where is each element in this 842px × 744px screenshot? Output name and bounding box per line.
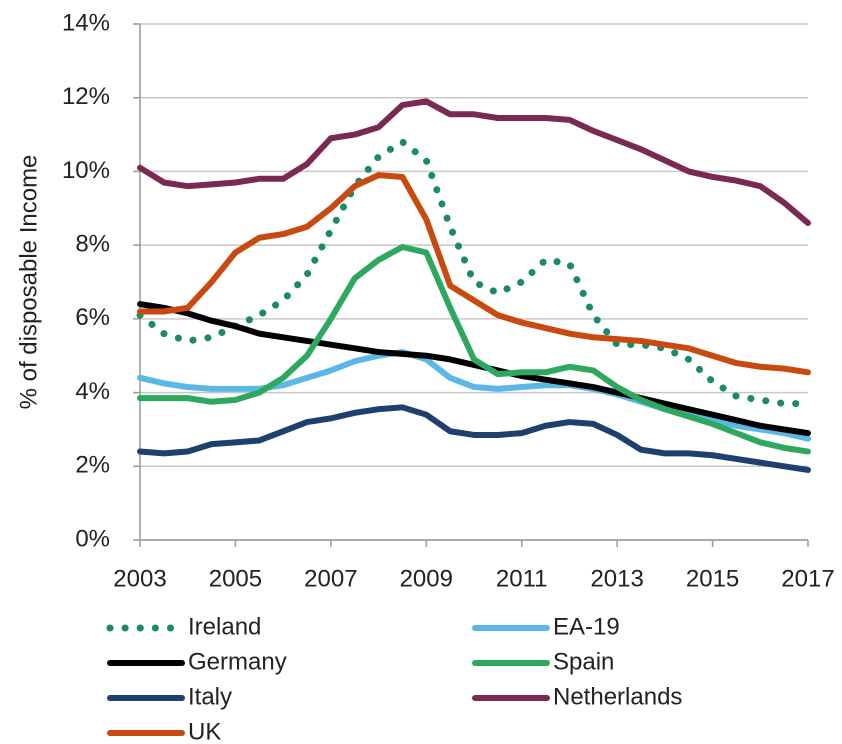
x-tick-label: 2017 — [781, 565, 834, 592]
legend-label: Ireland — [188, 613, 261, 640]
series-line — [137, 98, 811, 227]
legend-label: Spain — [553, 648, 614, 675]
y-axis-label: % of disposable Income — [15, 155, 42, 410]
legend-label: Netherlands — [553, 683, 682, 710]
y-tick-label: 4% — [75, 378, 110, 405]
series-line — [136, 138, 812, 408]
y-tick-label: 12% — [62, 83, 110, 110]
y-tick-label: 14% — [62, 9, 110, 36]
x-tick-label: 2009 — [400, 565, 453, 592]
series-line — [137, 172, 811, 376]
y-tick-label: 10% — [62, 157, 110, 184]
x-tick-label: 2003 — [113, 565, 166, 592]
legend-label: Germany — [188, 648, 287, 675]
y-tick-label: 2% — [75, 452, 110, 479]
x-tick-label: 2007 — [304, 565, 357, 592]
x-tick-label: 2011 — [496, 565, 548, 592]
y-tick-label: 0% — [75, 525, 110, 552]
series-line — [137, 301, 811, 437]
x-tick-label: 2005 — [209, 565, 262, 592]
y-tick-label: 6% — [75, 304, 110, 331]
series-line — [137, 404, 811, 473]
x-tick-label: 2013 — [590, 565, 643, 592]
legend-label: UK — [188, 718, 221, 744]
legend-label: Italy — [188, 683, 232, 710]
y-tick-label: 8% — [75, 230, 110, 257]
legend-label: EA-19 — [553, 613, 620, 640]
x-tick-label: 2015 — [686, 565, 739, 592]
series-line — [137, 243, 811, 455]
